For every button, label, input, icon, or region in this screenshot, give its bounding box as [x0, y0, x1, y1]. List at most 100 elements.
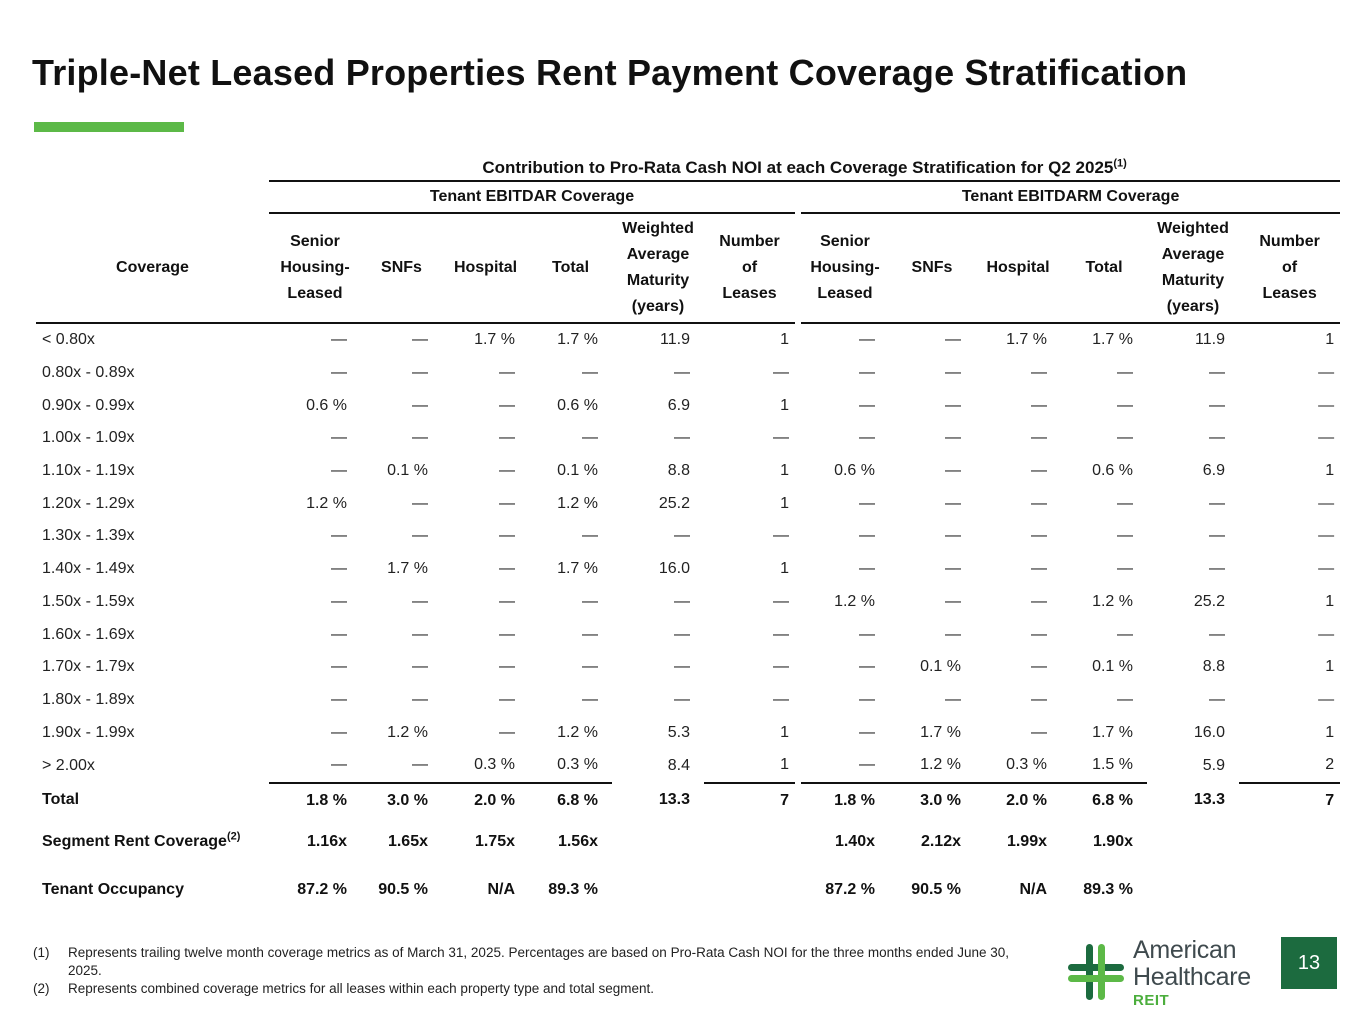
row-label: 0.80x - 0.89x: [42, 364, 135, 382]
ebitdarm-senior-housing-cell: —: [859, 723, 875, 741]
ebitdarm-senior-housing-cell: —: [859, 494, 875, 512]
ebitdarm-total-cell: 1.2 %: [1092, 592, 1133, 610]
ebitdar-hospital-cell: —: [499, 625, 515, 643]
ebitdar-snfs-cell: —: [412, 364, 428, 382]
ebitdarm-lease-count-cell: —: [1318, 560, 1335, 578]
ebitdarm-total-cell: —: [1117, 396, 1133, 414]
ebitdar-snfs-cell: —: [412, 331, 428, 349]
col-header-total: Total: [529, 213, 612, 324]
ebitdar-lease-count-cell: 1: [780, 331, 789, 349]
ebitdarm-snfs-cell: —: [945, 592, 961, 610]
ebitdarm-total-cell: —: [1117, 494, 1133, 512]
row-label: 1.00x - 1.09x: [42, 429, 135, 447]
ebitdar-senior-housing-cell: 1.2 %: [306, 494, 347, 512]
ebitdar-lease-count-cell: —: [773, 625, 789, 643]
ebitdar-lease-count-cell: [704, 866, 795, 914]
ebitdar-hospital-cell: —: [499, 364, 515, 382]
ebitdarm-senior-housing-cell: —: [859, 625, 875, 643]
ebitdar-snfs-cell: —: [412, 396, 428, 414]
ebitdarm-hospital-cell: —: [1031, 494, 1047, 512]
row-label: Tenant Occupancy: [42, 880, 184, 898]
ebitdar-hospital-cell: 0.3 %: [442, 748, 529, 784]
ebitdarm-wam-cell: 11.9: [1195, 331, 1225, 349]
ebitdarm-lease-count-cell: 7: [1325, 791, 1335, 809]
col-header-senior-housing: Senior Housing- Leased: [269, 213, 361, 324]
ebitdar-total-cell: 1.56x: [557, 832, 598, 850]
ebitdar-senior-housing-cell: 87.2 %: [297, 880, 347, 898]
col-header-total: Total: [1061, 213, 1147, 324]
ebitdar-hospital-cell: —: [499, 658, 515, 676]
ebitdar-wam-cell: 16.0: [658, 560, 690, 578]
ebitdar-senior-housing-cell: 1.16x: [306, 832, 347, 850]
table-row: 1.30x - 1.39x — — — — — — — — — — — —: [36, 520, 1340, 553]
ebitdarm-wam-cell: —: [1209, 690, 1225, 708]
table-row: 0.90x - 0.99x 0.6 % — — 0.6 % 6.9 1 — — — — — —: [36, 389, 1340, 422]
ebitdar-senior-housing-cell: —: [331, 592, 347, 610]
ebitdarm-wam-cell: 16.0: [1193, 723, 1225, 741]
ebitdar-total-cell: 1.2 %: [557, 723, 598, 741]
ebitdarm-wam-cell: 25.2: [1193, 592, 1225, 610]
ebitdarm-total-cell: 1.90x: [1092, 832, 1133, 850]
ebitdarm-snfs-cell: —: [945, 396, 961, 414]
ebitdarm-total-cell: 1.7 %: [1092, 331, 1133, 349]
ebitdar-senior-housing-cell: —: [331, 364, 347, 382]
ebitdarm-total-cell: 1.7 %: [1092, 723, 1133, 741]
ebitdar-hospital-cell: —: [499, 527, 515, 545]
ebitdarm-senior-housing-cell: 1.2 %: [834, 592, 875, 610]
ebitdar-snfs-cell: 1.2 %: [387, 723, 428, 741]
ebitdarm-senior-housing-cell: —: [859, 364, 875, 382]
ebitdar-snfs-cell: —: [412, 429, 428, 447]
ebitdarm-snfs-cell: 1.7 %: [920, 723, 961, 741]
table-row: 1.40x - 1.49x — 1.7 % — 1.7 % 16.0 1 — — — — — —: [36, 553, 1340, 586]
ebitdarm-snfs-cell: 0.1 %: [920, 658, 961, 676]
ebitdar-total-cell: —: [582, 429, 598, 447]
table-row: 1.10x - 1.19x — 0.1 % — 0.1 % 8.8 1 0.6 % — — 0.6 …: [36, 455, 1340, 488]
ebitdarm-snfs-cell: —: [945, 494, 961, 512]
ebitdarm-hospital-cell: N/A: [1019, 880, 1047, 898]
ebitdar-senior-housing-cell: —: [331, 331, 347, 349]
ebitdarm-wam-cell: [1147, 866, 1239, 914]
ebitdar-total-cell: —: [582, 690, 598, 708]
ebitdarm-total-cell: 1.5 %: [1061, 748, 1147, 784]
ebitdar-lease-count-cell: 1: [780, 462, 789, 480]
ebitdar-senior-housing-cell: —: [331, 560, 347, 578]
ebitdar-total-cell: —: [582, 364, 598, 382]
page-number: 13: [1281, 937, 1337, 989]
table-row: 0.80x - 0.89x — — — — — — — — — — — —: [36, 357, 1340, 390]
ebitdarm-total-cell: —: [1117, 364, 1133, 382]
ebitdar-total-cell: —: [582, 527, 598, 545]
ebitdarm-senior-housing-cell: —: [859, 396, 875, 414]
ebitdarm-senior-housing-cell: 87.2 %: [825, 880, 875, 898]
row-label: 1.30x - 1.39x: [42, 527, 135, 545]
ebitdar-wam-cell: 6.9: [667, 396, 690, 414]
ebitdarm-lease-count-cell: 2: [1239, 748, 1341, 784]
ebitdarm-senior-housing-cell: —: [801, 748, 889, 784]
table-top-header: Contribution to Pro-Rata Cash NOI at eac…: [269, 148, 1341, 182]
ebitdar-senior-housing-cell: —: [331, 625, 347, 643]
ebitdar-wam-cell: —: [674, 364, 690, 382]
row-label: 1.80x - 1.89x: [42, 690, 135, 708]
ebitdarm-snfs-cell: —: [945, 690, 961, 708]
ebitdarm-lease-count-cell: —: [1318, 494, 1335, 512]
ebitdarm-hospital-cell: —: [1031, 658, 1047, 676]
ebitdar-total-cell: —: [582, 625, 598, 643]
ebitdarm-lease-count-cell: —: [1318, 527, 1335, 545]
ebitdar-lease-count-cell: —: [773, 658, 789, 676]
ebitdarm-lease-count-cell: 1: [1325, 462, 1335, 480]
table-row: 1.50x - 1.59x — — — — — — 1.2 % — — 1.2 % 25.2 1: [36, 586, 1340, 619]
table-row: > 2.00x — —0.3 % 0.3 % 8.4 1—1.2 % 0.3 % 1.5 % 5…: [36, 748, 1341, 784]
table-row: 1.80x - 1.89x — — — — — — — — — — — —: [36, 684, 1340, 717]
ebitdar-wam-cell: 11.9: [660, 331, 690, 349]
ebitdarm-wam-cell: —: [1209, 625, 1225, 643]
table-row: 1.70x - 1.79x — — — — — — — 0.1 % — 0.1 % 8.8 1: [36, 651, 1340, 684]
ebitdar-total-cell: 6.8 %: [557, 791, 598, 809]
ebitdarm-snfs-cell: —: [945, 364, 961, 382]
ebitdarm-hospital-cell: —: [1031, 364, 1047, 382]
ebitdar-snfs-cell: —: [412, 690, 428, 708]
ebitdar-snfs-cell: 0.1 %: [387, 462, 428, 480]
logo-text-line2: Healthcare: [1133, 963, 1251, 991]
ebitdar-senior-housing-cell: 1.8 %: [306, 791, 347, 809]
ebitdarm-snfs-cell: —: [945, 560, 961, 578]
row-label: 1.50x - 1.59x: [42, 592, 135, 610]
row-label: Total: [42, 791, 80, 809]
